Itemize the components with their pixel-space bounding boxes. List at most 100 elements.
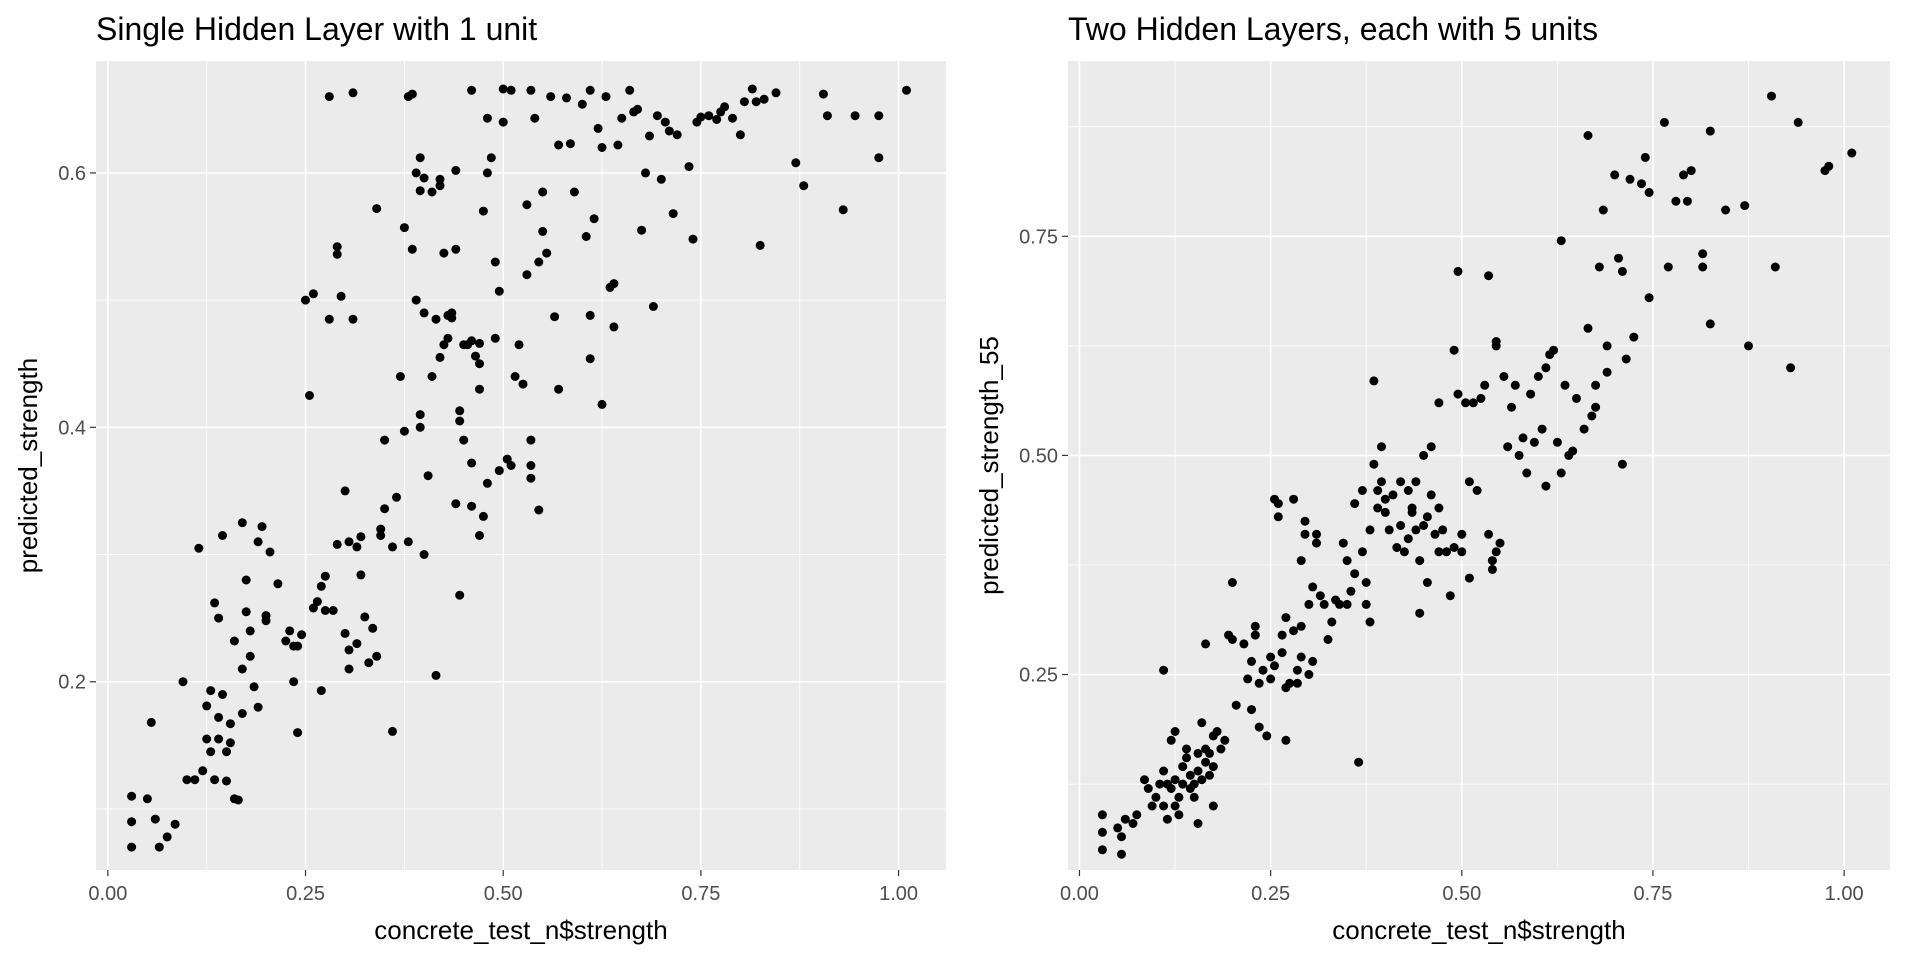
scatter-point (1637, 179, 1646, 189)
scatter-point (1281, 613, 1291, 623)
x-tick-label: 1.00 (1825, 883, 1864, 905)
scatter-point (1457, 547, 1467, 557)
scatter-point (1610, 170, 1620, 180)
scatter-point (241, 575, 251, 585)
scatter-point (380, 435, 390, 445)
scatter-point (419, 550, 429, 559)
chart-title: Two Hidden Layers, each with 5 units (1068, 11, 1598, 47)
scatter-point (1205, 770, 1214, 780)
scatter-point (1698, 262, 1708, 272)
scatter-point (1296, 556, 1306, 566)
scatter-point (506, 85, 516, 95)
scatter-point (799, 181, 809, 191)
scatter-point (526, 435, 536, 445)
scatter-point (1140, 775, 1149, 785)
scatter-point (530, 113, 540, 123)
scatter-point (1247, 656, 1256, 666)
scatter-point (554, 140, 564, 150)
scatter-point (332, 249, 342, 259)
scatter-point (1419, 521, 1429, 530)
scatter-point (902, 85, 911, 95)
scatter-point (1434, 398, 1444, 408)
scatter-point (1422, 512, 1432, 522)
scatter-point (482, 113, 492, 123)
scatter-point (344, 537, 354, 547)
scatter-point (1793, 117, 1803, 127)
scatter-point (360, 612, 370, 622)
scatter-point (1166, 735, 1176, 745)
scatter-point (443, 333, 453, 343)
scatter-point (1189, 792, 1199, 802)
scatter-point (471, 351, 480, 361)
scatter-point (154, 842, 164, 852)
scatter-point (1350, 499, 1360, 509)
scatter-point (261, 611, 271, 621)
scatter-point (1227, 578, 1237, 587)
scatter-point (376, 531, 386, 540)
scatter-point (1369, 376, 1379, 386)
scatter-point (585, 310, 595, 320)
y-tick-label: 0.6 (58, 163, 86, 185)
scatter-point (1491, 341, 1501, 351)
scatter-point (1484, 271, 1494, 281)
scatter-point (822, 111, 832, 121)
axis-ticks: 0.00 0.25 0.50 0.75 1.00 0.25 0.50 0.75 (1019, 226, 1864, 905)
scatter-point (1151, 792, 1161, 802)
scatter-point (372, 204, 382, 214)
scatter-point (1472, 486, 1482, 495)
scatter-point (210, 775, 220, 785)
scatter-point (1533, 372, 1543, 381)
scatter-point (1770, 262, 1780, 272)
scatter-point (1388, 490, 1398, 500)
scatter-point (210, 598, 220, 608)
x-axis-title: concrete_test_n$strength (374, 915, 667, 945)
scatter-point (1143, 784, 1153, 793)
scatter-point (1296, 621, 1306, 631)
scatter-point (190, 775, 200, 785)
scatter-point (222, 747, 231, 757)
scatter-point (419, 308, 429, 318)
scatter-point (1277, 648, 1287, 658)
scatter-point (1304, 670, 1314, 679)
scatter-point (522, 270, 532, 280)
scatter-point (1185, 770, 1195, 780)
scatter-point (850, 111, 860, 121)
scatter-point (1602, 367, 1612, 377)
scatter-point (1182, 753, 1191, 763)
scatter-point (332, 539, 342, 549)
scatter-point (308, 603, 318, 613)
scatter-point (771, 88, 781, 98)
scatter-point (478, 511, 488, 521)
scatter-point (1591, 402, 1601, 412)
scatter-point (1625, 174, 1635, 184)
x-tick-label: 0.00 (88, 883, 127, 905)
scatter-point (601, 92, 611, 102)
scatter-point (550, 312, 560, 322)
scatter-point (609, 322, 619, 332)
scatter-point (411, 295, 421, 305)
scatter-point (233, 795, 243, 805)
scatter-point (1682, 196, 1692, 206)
scatter-point (1847, 148, 1857, 158)
scatter-point (392, 492, 401, 502)
x-tick-label: 0.25 (1251, 883, 1290, 905)
scatter-point (1464, 573, 1474, 583)
scatter-point (1721, 205, 1731, 215)
scatter-point (475, 359, 484, 369)
scatter-point (518, 379, 528, 389)
scatter-point (214, 613, 224, 623)
scatter-point (1411, 525, 1421, 535)
scatter-point (1120, 814, 1130, 824)
scatter-point (1598, 205, 1608, 215)
scatter-point (1644, 188, 1654, 197)
x-tick-label: 0.00 (1060, 883, 1099, 905)
scatter-point (1407, 503, 1417, 513)
scatter-point (818, 89, 828, 99)
scatter-point (1602, 341, 1612, 351)
scatter-point (229, 636, 239, 646)
scatter-point (1208, 801, 1218, 811)
scatter-point (1174, 792, 1184, 802)
scatter-point (395, 372, 405, 381)
scatter-point (1396, 477, 1406, 487)
scatter-point (1415, 556, 1425, 566)
